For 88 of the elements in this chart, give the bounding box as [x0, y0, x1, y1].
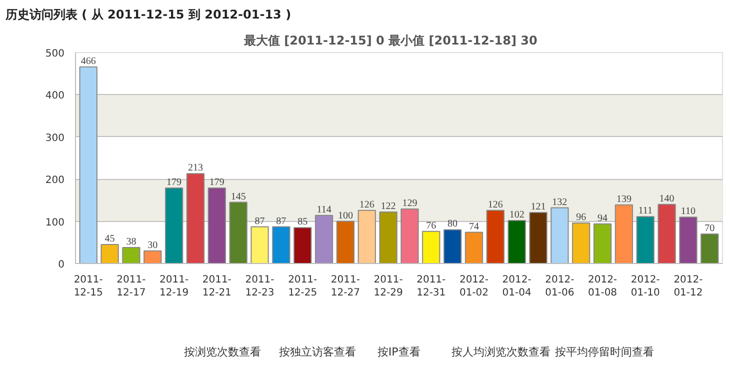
bar	[422, 230, 440, 264]
bar	[250, 226, 269, 264]
bar	[486, 210, 504, 264]
x-tick-label: 2012- 01-12	[674, 274, 704, 299]
bar	[294, 227, 312, 264]
text: 按平均停留时间查看	[555, 346, 654, 358]
data-label: 121	[530, 201, 546, 212]
data-label: 38	[126, 236, 136, 248]
bar	[100, 244, 119, 264]
x-tick-label: 2012- 01-04	[502, 274, 532, 299]
data-label: 132	[552, 196, 568, 208]
data-label: 70	[704, 222, 715, 234]
data-label: 179	[166, 176, 182, 188]
bar	[508, 220, 526, 264]
data-label: 213	[188, 162, 203, 174]
y-tick-label: 200	[45, 175, 65, 186]
x-tick-label: 2011- 12-27	[330, 274, 360, 299]
y-tick-label: 100	[45, 217, 65, 228]
data-label: 96	[576, 212, 586, 223]
x-tick-label: 2011- 12-25	[288, 274, 318, 299]
bar	[400, 208, 419, 264]
bar	[593, 223, 612, 264]
text: 按IP查看	[377, 346, 420, 358]
bar	[144, 250, 162, 264]
bar	[443, 229, 462, 264]
data-label: 126	[359, 199, 374, 210]
data-label: 85	[298, 216, 308, 228]
bar	[208, 187, 226, 264]
data-label: 139	[616, 194, 632, 205]
x-tick-label: 2011- 12-21	[202, 274, 232, 299]
bar	[679, 216, 698, 264]
data-label: 102	[509, 209, 524, 220]
bar	[614, 204, 634, 264]
y-tick-label: 300	[45, 132, 65, 144]
x-tick-label: 2011- 12-31	[416, 274, 446, 299]
data-label: 122	[380, 201, 396, 212]
bar	[314, 214, 334, 264]
x-tick-label: 2011- 12-17	[116, 274, 146, 299]
text: 按浏览次数查看	[184, 346, 262, 358]
bar	[186, 173, 205, 264]
text: 按人均浏览次数查看	[452, 346, 551, 358]
bar	[79, 66, 98, 264]
bar	[272, 226, 290, 264]
data-label: 129	[402, 198, 418, 210]
bar	[164, 187, 184, 264]
data-label: 100	[338, 210, 353, 222]
bar	[464, 232, 484, 264]
bar	[658, 204, 676, 264]
data-label: 140	[659, 193, 674, 204]
chart-title: 历史访问列表 ( 从 2011-12-15 到 2012-01-13 )	[4, 8, 292, 22]
data-label: 110	[680, 206, 696, 218]
x-tick-label: 2012- 01-02	[459, 274, 489, 299]
x-tick-label: 2012- 01-06	[545, 274, 575, 299]
data-label: 30	[148, 240, 158, 251]
y-tick-label: 0	[58, 260, 65, 270]
x-tick-label: 2011- 12-19	[160, 274, 189, 299]
bar	[572, 222, 590, 264]
data-label: 74	[468, 221, 479, 232]
data-label: 80	[448, 218, 458, 230]
bar	[336, 220, 355, 264]
data-label: 466	[80, 56, 96, 67]
x-tick-label: 2011- 12-29	[374, 274, 404, 299]
y-tick-label: 500	[45, 48, 65, 60]
text: 按独立访客查看	[279, 346, 356, 358]
data-label: 111	[638, 206, 653, 217]
data-label: 87	[254, 216, 265, 227]
bar	[122, 246, 140, 264]
chart-subtitle: 最大值 [2011-12-15] 0 最小值 [2011-12-18] 30	[242, 34, 538, 48]
data-label: 45	[104, 234, 115, 245]
bar	[229, 202, 248, 264]
data-label: 87	[276, 216, 286, 227]
bar	[529, 212, 548, 264]
data-label: 126	[488, 199, 503, 210]
data-label: 94	[598, 212, 608, 224]
bar	[700, 233, 719, 264]
x-tick-label: 2012- 01-08	[588, 274, 618, 299]
bar	[636, 216, 654, 264]
x-tick-label: 2011- 12-23	[245, 274, 275, 299]
data-label: 179	[209, 176, 224, 188]
data-label: 114	[316, 204, 332, 216]
data-label: 145	[230, 191, 246, 202]
data-label: 76	[426, 220, 436, 232]
x-tick-label: 2011- 12-15	[74, 274, 104, 299]
bar	[379, 212, 398, 264]
bar	[550, 207, 569, 264]
y-tick-label: 400	[45, 90, 65, 102]
x-tick-label: 2012- 01-10	[630, 274, 660, 299]
bar	[358, 210, 376, 264]
